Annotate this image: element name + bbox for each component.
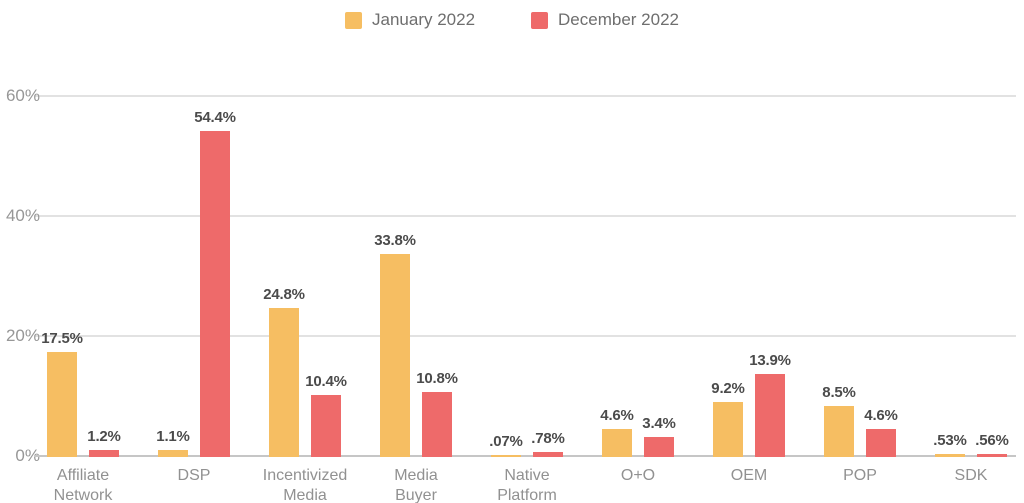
value-label: 3.4% xyxy=(642,415,676,432)
category-label: Native Platform xyxy=(471,466,583,503)
bar xyxy=(269,308,299,457)
category-label: Incentivized Media xyxy=(249,466,361,503)
category-label: Media Buyer xyxy=(360,466,472,503)
value-label: .78% xyxy=(531,430,565,447)
category-label-line: Media xyxy=(394,467,438,484)
value-label: 10.8% xyxy=(416,370,458,387)
y-tick-label: 0% xyxy=(15,446,40,465)
bar xyxy=(491,455,521,457)
bar xyxy=(644,437,674,457)
category-label-line: Incentivized xyxy=(262,467,348,484)
legend-swatch-december-icon xyxy=(531,11,549,29)
bar xyxy=(824,406,854,457)
category-label: OEM xyxy=(693,466,805,486)
gridline xyxy=(34,215,1016,217)
bar xyxy=(977,454,1007,457)
category-label: DSP xyxy=(138,466,250,486)
gridline xyxy=(34,95,1016,97)
value-label: 54.4% xyxy=(194,109,236,126)
category-label: Affiliate Network xyxy=(27,466,139,503)
category-label: O+O xyxy=(582,466,694,486)
category-label-line: Network xyxy=(53,487,113,503)
chart-legend: January 2022 December 2022 xyxy=(0,10,1024,30)
legend-item-january-2022: January 2022 xyxy=(345,10,475,30)
bar xyxy=(713,402,743,457)
legend-swatch-january-icon xyxy=(345,11,362,29)
category-label-line: OEM xyxy=(730,467,768,484)
legend-item-december-2022: December 2022 xyxy=(531,10,679,30)
value-label: .07% xyxy=(489,433,523,450)
y-tick-label: 40% xyxy=(5,206,40,225)
bar xyxy=(311,395,341,457)
legend-label-january: January 2022 xyxy=(372,10,476,29)
value-label: 1.2% xyxy=(87,428,121,445)
bar xyxy=(200,131,230,457)
bar xyxy=(47,352,77,457)
bar xyxy=(158,450,188,457)
category-label-line: Platform xyxy=(497,487,557,503)
gridline xyxy=(34,335,1016,337)
legend-label-december: December 2022 xyxy=(558,10,679,29)
category-label-line: DSP xyxy=(177,467,211,484)
value-label: 8.5% xyxy=(822,384,856,401)
bar xyxy=(866,429,896,457)
category-label: POP xyxy=(804,466,916,486)
bar xyxy=(422,392,452,457)
value-label: 13.9% xyxy=(749,352,791,369)
category-label-line: O+O xyxy=(620,467,656,484)
value-label: 24.8% xyxy=(263,286,305,303)
category-label-line: Buyer xyxy=(395,487,437,503)
y-tick-label: 60% xyxy=(5,86,40,105)
bar xyxy=(755,374,785,457)
y-tick-label: 20% xyxy=(5,326,40,345)
value-label: 33.8% xyxy=(374,232,416,249)
value-label: .56% xyxy=(975,432,1009,449)
category-label-line: Native xyxy=(504,467,550,484)
value-label: 9.2% xyxy=(711,380,745,397)
value-label: 4.6% xyxy=(600,407,634,424)
value-label: 17.5% xyxy=(41,330,83,347)
category-label-line: SDK xyxy=(954,467,988,484)
category-label-line: POP xyxy=(843,467,877,484)
bar xyxy=(935,454,965,457)
bar xyxy=(533,452,563,457)
category-label: SDK xyxy=(915,466,1024,486)
bar xyxy=(602,429,632,457)
bar xyxy=(380,254,410,457)
value-label: 1.1% xyxy=(156,428,190,445)
value-label: .53% xyxy=(933,432,967,449)
value-label: 10.4% xyxy=(305,373,347,390)
category-label-line: Media xyxy=(283,487,327,503)
value-label: 4.6% xyxy=(864,407,898,424)
bar xyxy=(89,450,119,457)
x-axis-line xyxy=(34,455,1016,457)
category-label-line: Affiliate xyxy=(56,467,110,484)
